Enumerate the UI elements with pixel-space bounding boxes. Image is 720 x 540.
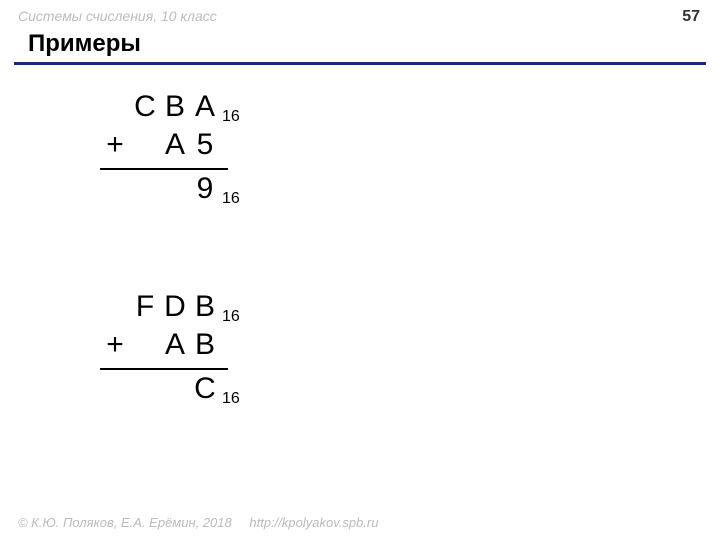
- example-2-row-1: F D B 16: [100, 290, 240, 328]
- title-underline: [14, 62, 706, 65]
- footer-copyright: © К.Ю. Поляков, Е.А. Ерёмин, 2018: [18, 515, 232, 530]
- digit: A: [160, 128, 190, 162]
- digit: F: [130, 290, 160, 324]
- base-subscript: 16: [222, 190, 240, 208]
- digit: A: [190, 90, 220, 124]
- digit: B: [190, 328, 220, 362]
- horizontal-rule: [100, 168, 228, 170]
- header-subtitle: Системы счисления, 10 класс: [18, 8, 217, 24]
- digit: B: [160, 90, 190, 124]
- example-2: F D B 16 + A B C 16: [100, 290, 240, 410]
- footer: © К.Ю. Поляков, Е.А. Ерёмин, 2018 http:/…: [18, 515, 378, 530]
- digit: 5: [190, 128, 220, 162]
- base-subscript: 16: [222, 308, 240, 326]
- base-subscript: 16: [222, 390, 240, 408]
- digit: 9: [190, 172, 220, 206]
- digit: B: [190, 290, 220, 324]
- example-1: C B A 16 + A 5 9 16: [100, 90, 240, 210]
- page-number: 57: [682, 8, 700, 26]
- example-1-row-2: + A 5: [100, 128, 240, 166]
- plus-operator: +: [100, 128, 130, 162]
- plus-operator: +: [100, 328, 130, 362]
- example-1-row-1: C B A 16: [100, 90, 240, 128]
- digit: A: [160, 328, 190, 362]
- page-title: Примеры: [28, 30, 141, 58]
- digit: C: [130, 90, 160, 124]
- horizontal-rule: [100, 368, 228, 370]
- base-subscript: 16: [222, 108, 240, 126]
- example-1-row-3: 9 16: [100, 172, 240, 210]
- digit: C: [190, 372, 220, 406]
- example-2-row-2: + A B: [100, 328, 240, 366]
- example-2-row-3: C 16: [100, 372, 240, 410]
- footer-link: http://kpolyakov.spb.ru: [249, 515, 378, 530]
- digit: D: [160, 290, 190, 324]
